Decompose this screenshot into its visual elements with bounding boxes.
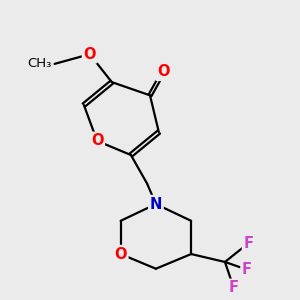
Text: F: F [229,280,239,295]
Text: O: O [91,134,103,148]
Text: F: F [243,236,254,251]
Text: CH₃: CH₃ [27,57,52,70]
Text: F: F [242,262,252,277]
Text: O: O [114,247,127,262]
Text: O: O [83,47,96,62]
Text: O: O [157,64,169,79]
Text: N: N [150,196,162,211]
